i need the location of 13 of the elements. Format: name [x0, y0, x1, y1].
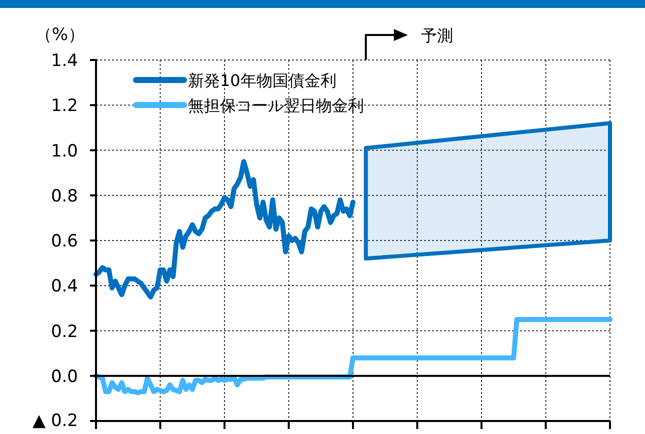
y-tick-label: 0.4 — [50, 276, 78, 297]
y-tick-label: 1.4 — [50, 51, 78, 71]
y-tick-label: ▲ 0.2 — [32, 411, 78, 431]
y-tick-label: 1.2 — [50, 96, 78, 116]
y-tick-label: 0.0 — [50, 366, 78, 387]
text: 予測 — [420, 26, 453, 45]
y-tick-label: 0.8 — [50, 186, 78, 206]
y-axis-title: （%） — [34, 25, 86, 45]
y-tick-label: 0.2 — [50, 322, 78, 342]
legend-label: 無担保コール翌日物金利 — [188, 96, 364, 115]
y-tick-label: 1.0 — [50, 141, 78, 162]
y-tick-label: 0.6 — [50, 232, 78, 252]
legend-label: 新発10年物国債金利 — [188, 71, 336, 90]
